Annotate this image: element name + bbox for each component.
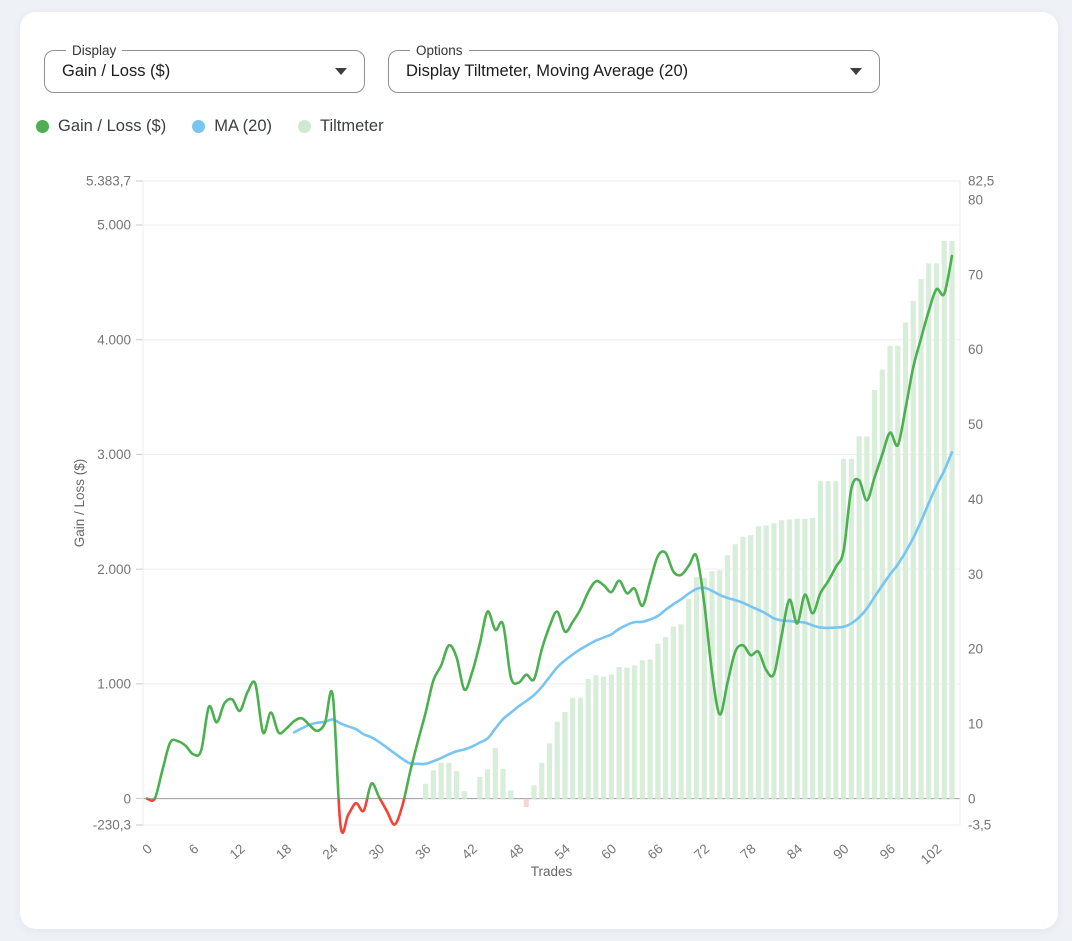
svg-text:2.000: 2.000 xyxy=(97,562,131,577)
display-select[interactable]: Display Gain / Loss ($) xyxy=(44,42,365,93)
display-select-label: Display xyxy=(66,42,123,59)
svg-text:72: 72 xyxy=(691,841,712,862)
options-select[interactable]: Options Display Tiltmeter, Moving Averag… xyxy=(388,42,880,93)
svg-text:0: 0 xyxy=(968,792,976,807)
svg-text:12: 12 xyxy=(227,841,248,862)
gain-loss-tiltmeter-chart: 5.383,7 5.000 4.000 3.000 2.000 1.000 0 -230,3 8… xyxy=(72,174,994,879)
svg-text:18: 18 xyxy=(273,841,294,862)
svg-text:5.383,7: 5.383,7 xyxy=(86,174,131,189)
gain-loss-dot-icon xyxy=(36,120,49,133)
chevron-down-icon xyxy=(335,68,347,75)
svg-text:50: 50 xyxy=(968,417,983,432)
chevron-down-icon xyxy=(850,68,862,75)
svg-text:60: 60 xyxy=(968,342,983,357)
svg-text:-3,5: -3,5 xyxy=(968,818,991,833)
svg-text:90: 90 xyxy=(830,841,851,862)
svg-text:6: 6 xyxy=(186,841,202,857)
svg-text:10: 10 xyxy=(968,717,983,732)
svg-text:1.000: 1.000 xyxy=(97,677,131,692)
svg-text:82,5: 82,5 xyxy=(968,174,994,189)
svg-text:84: 84 xyxy=(784,841,806,863)
svg-text:4.000: 4.000 xyxy=(97,332,131,347)
svg-text:80: 80 xyxy=(968,192,983,207)
svg-text:0: 0 xyxy=(139,841,155,857)
svg-text:Trades: Trades xyxy=(531,864,573,879)
svg-text:102: 102 xyxy=(918,841,945,867)
chart-legend: Gain / Loss ($) MA (20) Tiltmeter xyxy=(36,117,384,136)
svg-text:70: 70 xyxy=(968,267,983,282)
legend-label: MA (20) xyxy=(214,117,272,135)
legend-label: Tiltmeter xyxy=(320,117,384,135)
svg-text:3.000: 3.000 xyxy=(97,447,131,462)
svg-text:5.000: 5.000 xyxy=(97,218,131,233)
svg-text:96: 96 xyxy=(877,841,898,862)
svg-text:Gain / Loss ($): Gain / Loss ($) xyxy=(72,459,87,548)
svg-text:40: 40 xyxy=(968,492,983,507)
legend-label: Gain / Loss ($) xyxy=(58,117,167,135)
svg-text:24: 24 xyxy=(320,841,342,863)
svg-text:60: 60 xyxy=(598,841,619,862)
options-select-value: Display Tiltmeter, Moving Average (20) xyxy=(406,62,689,80)
svg-text:42: 42 xyxy=(459,841,480,862)
svg-text:30: 30 xyxy=(968,567,983,582)
tiltmeter-dot-icon xyxy=(298,120,311,133)
display-select-value: Gain / Loss ($) xyxy=(62,62,171,80)
ma20-dot-icon xyxy=(192,120,206,133)
options-select-label: Options xyxy=(410,42,469,59)
svg-text:54: 54 xyxy=(552,841,574,863)
svg-text:66: 66 xyxy=(645,841,666,862)
svg-text:78: 78 xyxy=(738,841,759,862)
legend-item-ma20[interactable]: MA (20) xyxy=(192,117,272,136)
svg-text:0: 0 xyxy=(123,791,131,806)
svg-text:36: 36 xyxy=(412,841,433,862)
svg-text:30: 30 xyxy=(366,841,387,862)
legend-item-gain-loss[interactable]: Gain / Loss ($) xyxy=(36,117,166,136)
chart-card: Display Gain / Loss ($) Options Display … xyxy=(20,12,1058,929)
svg-text:20: 20 xyxy=(968,642,983,657)
legend-item-tiltmeter[interactable]: Tiltmeter xyxy=(298,117,384,136)
svg-text:48: 48 xyxy=(505,841,526,862)
svg-text:-230,3: -230,3 xyxy=(93,818,131,833)
